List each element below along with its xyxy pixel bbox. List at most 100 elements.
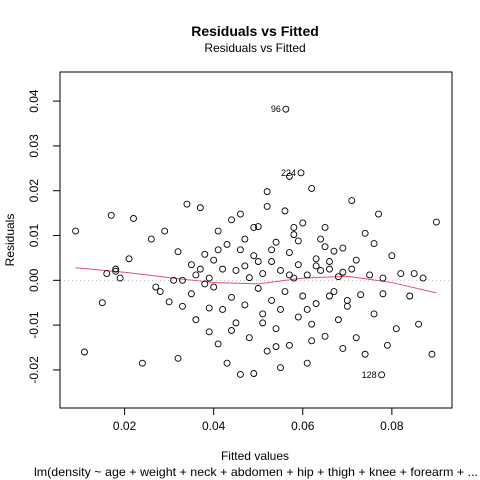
data-point bbox=[125, 255, 133, 263]
data-point bbox=[410, 270, 418, 278]
plot-frame bbox=[59, 71, 453, 409]
data-point bbox=[103, 270, 111, 278]
data-point bbox=[348, 197, 356, 205]
data-point bbox=[334, 273, 342, 281]
data-point bbox=[415, 320, 423, 328]
data-point bbox=[272, 343, 280, 351]
data-point bbox=[343, 302, 351, 310]
data-point bbox=[334, 316, 342, 324]
data-point bbox=[223, 359, 231, 367]
x-tick-label: 0.02 bbox=[113, 419, 137, 433]
y-tick-label: 0.02 bbox=[27, 179, 41, 203]
data-point bbox=[303, 359, 311, 367]
residual-points bbox=[72, 172, 440, 378]
data-point bbox=[428, 350, 436, 358]
data-point bbox=[321, 243, 329, 251]
outlier-label: 128 bbox=[362, 370, 377, 380]
data-point bbox=[272, 238, 280, 246]
outlier-label: 224 bbox=[281, 168, 296, 178]
data-point bbox=[170, 276, 178, 284]
data-point bbox=[268, 297, 276, 304]
data-point bbox=[205, 304, 213, 312]
data-point bbox=[228, 293, 235, 301]
data-point bbox=[366, 271, 374, 279]
x-tick-label: 0.06 bbox=[291, 419, 315, 433]
chart-title: Residuals vs Fitted bbox=[191, 23, 319, 39]
data-point bbox=[219, 305, 227, 313]
data-point bbox=[232, 319, 240, 327]
data-point bbox=[388, 252, 396, 260]
data-point bbox=[285, 271, 293, 279]
data-point bbox=[308, 337, 316, 345]
data-point bbox=[339, 244, 347, 252]
data-point bbox=[263, 202, 271, 210]
data-point bbox=[196, 204, 204, 212]
data-point bbox=[357, 291, 365, 299]
data-point bbox=[179, 302, 186, 310]
data-point bbox=[290, 224, 298, 231]
data-point bbox=[312, 300, 320, 308]
data-point bbox=[277, 305, 284, 313]
data-point bbox=[241, 235, 249, 243]
data-point bbox=[192, 271, 200, 279]
data-point bbox=[174, 354, 182, 362]
data-point bbox=[228, 327, 235, 334]
data-point bbox=[339, 344, 347, 352]
data-point bbox=[210, 283, 218, 291]
data-point bbox=[259, 310, 267, 318]
data-point bbox=[419, 274, 427, 282]
data-point bbox=[201, 280, 209, 288]
y-tick-label: 0.01 bbox=[27, 224, 41, 248]
data-point bbox=[116, 274, 124, 282]
data-point bbox=[432, 218, 440, 226]
data-point bbox=[294, 237, 302, 245]
data-point bbox=[72, 227, 80, 235]
data-point bbox=[250, 370, 258, 377]
data-point bbox=[379, 274, 387, 282]
outlier-labels: 96 224 128 bbox=[271, 104, 386, 380]
data-point bbox=[245, 334, 253, 342]
data-point bbox=[339, 268, 347, 276]
data-point bbox=[179, 276, 186, 284]
data-point bbox=[205, 328, 213, 336]
data-point bbox=[183, 200, 191, 208]
data-point bbox=[236, 370, 244, 378]
data-point bbox=[361, 229, 369, 237]
model-caption: lm(density ~ age + weight + neck + abdom… bbox=[34, 465, 478, 479]
y-tick-label: -0.02 bbox=[27, 356, 41, 384]
data-point bbox=[268, 246, 276, 254]
data-point bbox=[236, 246, 244, 254]
data-point bbox=[352, 256, 360, 264]
data-point bbox=[250, 224, 258, 231]
y-axis-label: Residuals bbox=[3, 214, 17, 267]
data-point bbox=[379, 290, 387, 298]
data-point bbox=[245, 274, 253, 282]
data-point bbox=[285, 341, 293, 349]
data-point bbox=[192, 316, 200, 324]
data-point bbox=[107, 211, 115, 219]
data-point bbox=[397, 270, 405, 278]
data-point bbox=[152, 283, 160, 291]
data-point bbox=[352, 334, 360, 342]
data-point bbox=[370, 310, 378, 318]
chart-subtitle: Residuals vs Fitted bbox=[204, 41, 305, 55]
data-point bbox=[308, 320, 316, 328]
data-point bbox=[263, 188, 271, 196]
data-point bbox=[375, 210, 382, 218]
data-point bbox=[174, 248, 182, 256]
data-point bbox=[321, 224, 329, 231]
data-point bbox=[330, 247, 338, 255]
data-point bbox=[370, 240, 378, 248]
data-point bbox=[383, 341, 391, 349]
data-point bbox=[223, 241, 231, 248]
data-point bbox=[254, 284, 262, 292]
data-point bbox=[281, 207, 289, 215]
data-point bbox=[299, 219, 307, 227]
data-point bbox=[232, 267, 240, 274]
outlier-point bbox=[378, 371, 386, 379]
data-point bbox=[241, 301, 249, 309]
y-tick-label: -0.01 bbox=[27, 311, 41, 339]
y-tick-label: 0.03 bbox=[27, 134, 41, 158]
data-point bbox=[326, 265, 333, 273]
